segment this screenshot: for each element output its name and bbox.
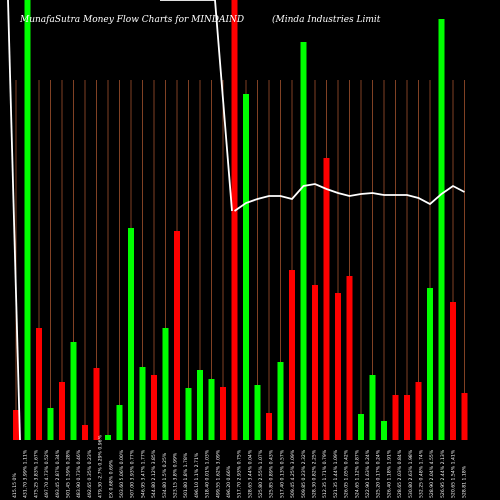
- bar-31: [358, 414, 364, 440]
- bar-6: [70, 342, 77, 440]
- bar-15: [174, 231, 180, 440]
- x-tick-label: 525.85 0.89% 0.43%: [269, 449, 275, 498]
- bar-33: [381, 421, 387, 440]
- x-tick-label: 528.81 1.18%: [461, 465, 467, 498]
- bar-19: [220, 387, 226, 440]
- bar-2: [24, 0, 31, 440]
- x-tick-label: 530.80 2.63% 1.98%: [408, 449, 414, 498]
- bar-26: [300, 42, 307, 440]
- x-tick-label: 497.70 4.73% 0.52%: [44, 449, 50, 498]
- x-tick-label: 544.80 2.12% 3.85%: [151, 449, 157, 498]
- x-tick-label: 534.80 1.5% 0.25%: [162, 452, 168, 498]
- bar-28: [323, 158, 330, 440]
- x-tick-label: 528.90 2.04% 4.55%: [429, 449, 435, 498]
- x-tick-label: 509.85 0.23% 2.32%: [301, 449, 307, 498]
- x-tick-label: 503.60 5.06% 0.00%: [119, 449, 125, 498]
- x-tick-label: 512.35 1.71% 0.79%: [322, 449, 328, 498]
- x-tick-label: 525.20 0.17% 0.24%: [376, 449, 382, 498]
- chart-title-left: MunafaSutra Money Flow Charts for MINDAI…: [19, 15, 244, 25]
- bar-8: [93, 368, 100, 440]
- price-segment-mid: [160, 0, 233, 212]
- x-tick-label: 479.30 -2.7% 0.29% 0.96%: [98, 434, 104, 498]
- bar-13: [151, 375, 157, 440]
- bar-38: [438, 19, 445, 440]
- bar-10: [116, 405, 123, 440]
- price-line: [7, 0, 465, 441]
- bar-23: [266, 413, 272, 440]
- bar-20: [231, 0, 238, 440]
- x-tick-label: 521.35 1.44% 1.09%: [333, 449, 339, 498]
- x-tick-label: 524.65 1.12% 0.87%: [354, 449, 360, 498]
- bar-3: [36, 328, 42, 440]
- bar-11: [128, 228, 134, 440]
- x-tick-label: 522.90 1.63% 0.24%: [365, 449, 371, 498]
- x-tick-label: 526.40 1.18% 1.91%: [386, 449, 392, 498]
- x-tick-label: 523.15 3.8% 0.99%: [172, 452, 178, 498]
- x-tick-label: 415.15 0%: [12, 473, 18, 498]
- bar-17: [197, 370, 203, 440]
- bar-4: [47, 408, 54, 440]
- bar-36: [415, 382, 422, 440]
- bar-32: [369, 375, 376, 440]
- x-tick-label: 499.55 1.62% 3.09%: [215, 449, 221, 498]
- bar-40: [461, 393, 468, 440]
- x-tick-label: 528.65 2.03% 0.84%: [397, 449, 403, 498]
- price-polyline: [233, 183, 465, 212]
- x-tick-label: 532.25 0.48% 1.74%: [419, 449, 425, 498]
- bar-18: [208, 379, 215, 440]
- bar-39: [450, 302, 456, 440]
- bar-5: [59, 382, 65, 440]
- x-tick-label: 520.65 1.54% 1.41%: [451, 449, 457, 498]
- bar-27: [312, 285, 318, 440]
- x-tick-label: 525.80 2.55% 1.07%: [258, 449, 264, 498]
- bar-35: [404, 395, 410, 440]
- bar-7: [82, 425, 88, 440]
- x-tick-label: 518.40 0.01% 1.03%: [205, 449, 211, 498]
- bar-12: [139, 367, 146, 440]
- x-tick-label: 517.40 0.13% 0.57%: [279, 449, 285, 498]
- x-tick-label: 493.45 2.87% 0.34%: [55, 449, 61, 498]
- x-tick-label: 496.20 0.66%: [226, 465, 232, 498]
- x-tick-label: 526.05 1.05% 0.42%: [344, 449, 350, 498]
- x-tick-label: 483.90 0.73% 0.46%: [76, 449, 82, 498]
- x-tick-label: 496.10 1.1% 2.71%: [194, 452, 200, 498]
- x-tick-label: 475.25 3.83% 1.67%: [33, 449, 39, 498]
- bar-22: [254, 385, 261, 440]
- chart-title-right: (Minda Industries Limit: [272, 14, 381, 25]
- x-tick-label: 431.70 3.99% 1.11%: [23, 449, 29, 498]
- bar-1: [13, 410, 19, 440]
- price-segment-left: [7, 0, 21, 441]
- bar-25: [289, 270, 295, 440]
- x-tick-label: 509.45 4.25% 3.09%: [290, 449, 296, 498]
- bars: [13, 0, 468, 440]
- bar-37: [427, 288, 433, 440]
- x-axis-labels: 415.15 0% 431.70 3.99% 1.11% 475.25 3.83% …: [12, 434, 467, 498]
- x-tick-label: 526.95 2.44% 2.13%: [440, 449, 446, 498]
- bar-24: [277, 362, 284, 440]
- x-tick-label: 546.95 3.47% 1.77%: [140, 449, 146, 498]
- x-tick-label: 528.65 3.44% 0.04%: [247, 449, 253, 498]
- x-tick-label: 492.65 0.35% 0.23%: [87, 449, 93, 498]
- x-tick-label: 507.00 3.93% 0.77%: [130, 449, 136, 498]
- x-tick-label: 501.45 1.59% 0.28%: [65, 449, 71, 498]
- bar-21: [243, 94, 249, 440]
- x-tick-label: 517.70 2.93% 0.75%: [237, 449, 243, 498]
- bar-29: [335, 293, 341, 440]
- bar-16: [185, 388, 192, 440]
- x-tick-label: 528.30 0.82% 2.25%: [312, 449, 318, 498]
- bar-14: [162, 328, 169, 440]
- bar-9: [105, 435, 111, 440]
- bar-34: [392, 395, 399, 440]
- x-tick-label: 501.80 1.8% 1.78%: [183, 452, 189, 498]
- x-tick-label: EX 0.68% 0.69%: [108, 459, 114, 498]
- bar-30: [346, 276, 353, 440]
